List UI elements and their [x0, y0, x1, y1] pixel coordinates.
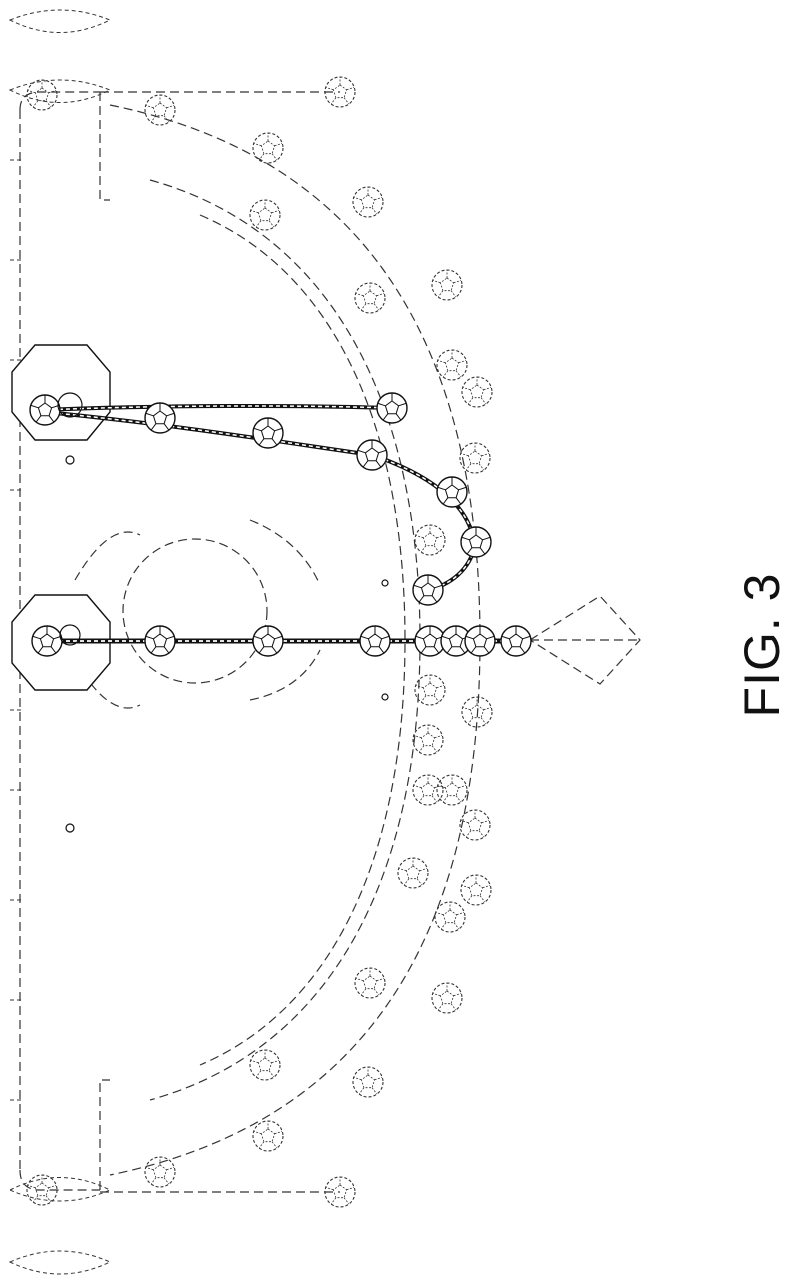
chains — [45, 406, 520, 641]
figure-label: FIG. 3 — [733, 573, 791, 718]
rings — [58, 393, 388, 832]
